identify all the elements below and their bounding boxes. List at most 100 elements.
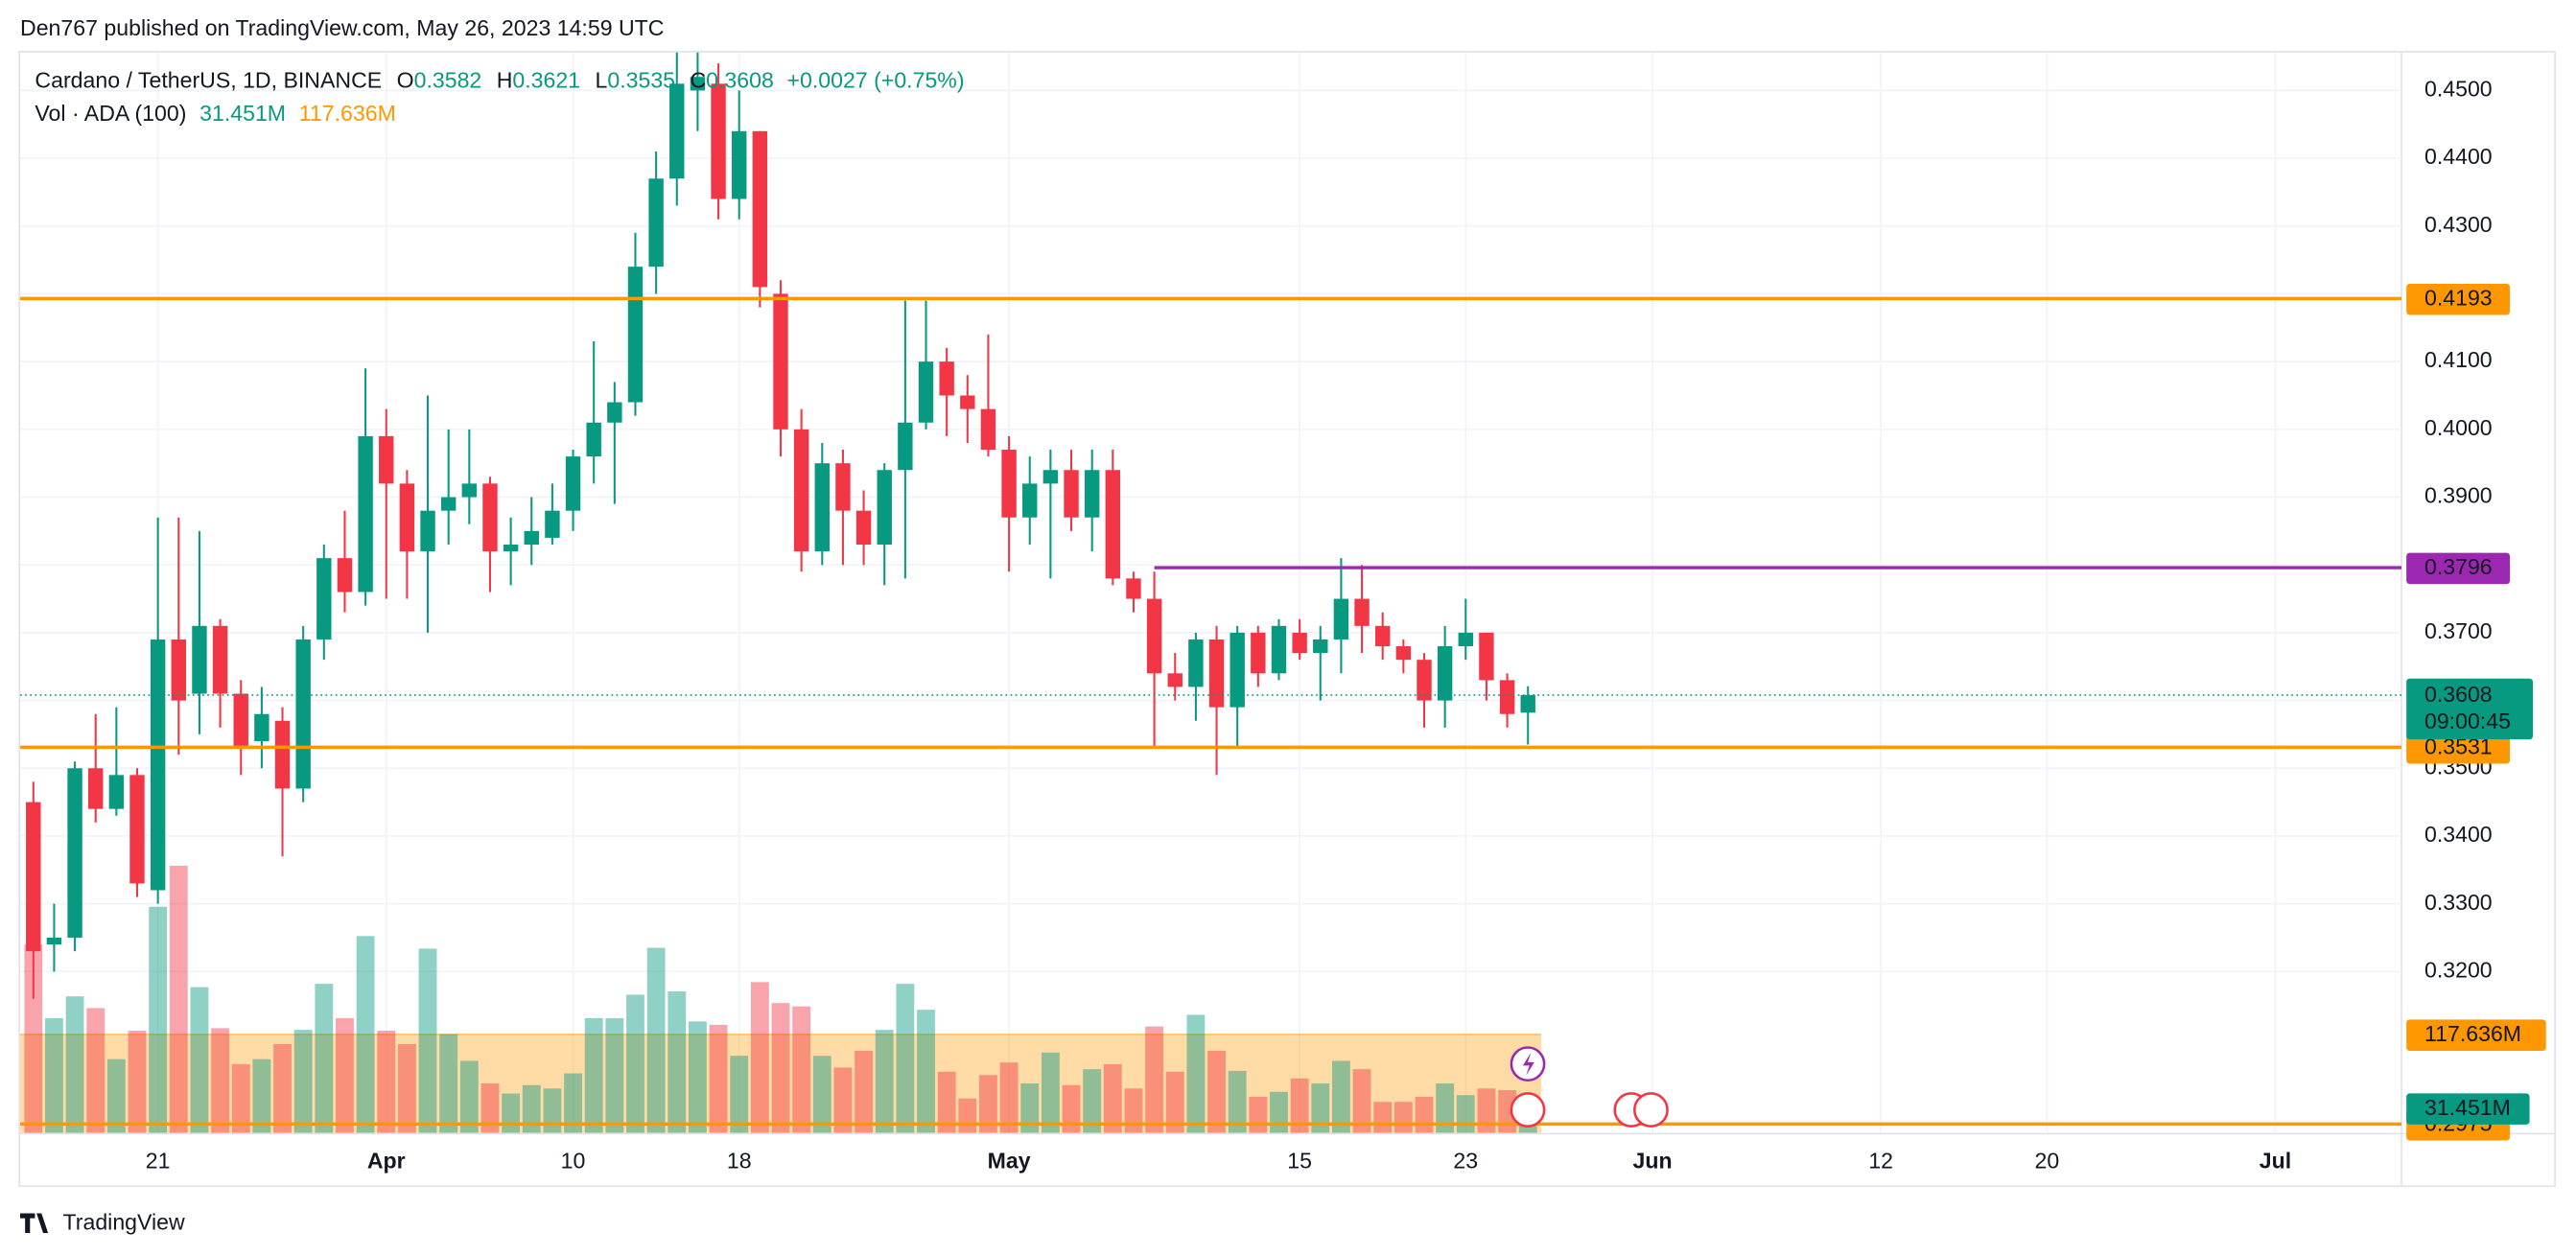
legend-key: C [690, 68, 706, 93]
volume-bar [646, 947, 666, 1133]
candle-body [1333, 598, 1349, 640]
x-tick-label: 12 [1868, 1149, 1893, 1174]
candle-body [1208, 639, 1225, 708]
x-tick-label: Jun [1633, 1149, 1673, 1174]
candle-body [129, 775, 145, 884]
candle-body [1499, 680, 1515, 714]
volume-bar [1041, 1052, 1060, 1133]
candle-body [440, 497, 457, 511]
volume-bar [771, 1003, 790, 1133]
volume-bar [1103, 1063, 1122, 1133]
volume-bar [1270, 1091, 1288, 1133]
x-tick-label: 20 [2034, 1149, 2059, 1174]
volume-bar [1145, 1026, 1164, 1133]
y-tick-label: 0.3900 [2424, 483, 2493, 508]
event-icon[interactable] [1633, 1092, 1669, 1128]
candle-body [1167, 673, 1183, 687]
candle-body [1126, 578, 1141, 599]
legend: Cardano / TetherUS, 1D, BINANCE O0.3582 H0… [35, 68, 964, 126]
x-tick-label: 10 [561, 1149, 586, 1174]
ma-tag: 117.636M [2424, 1021, 2521, 1046]
y-tick-label: 0.3400 [2424, 822, 2493, 847]
volume-bar [190, 987, 209, 1133]
volume-bar [875, 1030, 894, 1133]
logo-mark [20, 1213, 49, 1234]
candle-body [1229, 632, 1245, 708]
candle-body [565, 456, 581, 511]
candle-body [711, 83, 726, 199]
legend-key: O [397, 68, 414, 93]
volume-bar [730, 1056, 749, 1133]
candle-body [1022, 483, 1038, 518]
candle-body [627, 267, 644, 403]
event-icons [1510, 1046, 1669, 1128]
candle-body [46, 937, 62, 945]
volume-bar [418, 948, 437, 1133]
volume-bar [1165, 1071, 1184, 1133]
axes: 0.32000.33000.34000.35000.36000.37000.38… [146, 76, 2546, 1174]
candle-body [1105, 470, 1121, 579]
volume-bar [336, 1017, 354, 1133]
volume-bar [459, 1060, 479, 1133]
candle-body [918, 361, 934, 423]
volume-bar [1228, 1070, 1247, 1133]
legend-volume-title: Vol · ADA (100) [35, 101, 186, 126]
legend-value: 0.3608 [706, 68, 774, 93]
price-pane [20, 52, 2402, 1127]
volume-bar [522, 1084, 541, 1133]
candle-body [524, 530, 539, 545]
candle-body [855, 510, 872, 545]
x-tick-label: 23 [1453, 1149, 1478, 1174]
current-price-label: 0.3608 [2424, 682, 2493, 707]
x-tick-label: 15 [1287, 1149, 1312, 1174]
volume-bar [1062, 1084, 1081, 1133]
volume-bar [999, 1062, 1019, 1133]
legend-volume-value: 31.451M [199, 101, 286, 126]
candle-body [1146, 598, 1162, 674]
event-icon-glyph [1522, 1052, 1534, 1076]
candle-body [171, 639, 187, 701]
x-tick-label: Apr [367, 1149, 406, 1174]
volume-bar [605, 1017, 624, 1133]
candle-body [233, 693, 248, 749]
level-label: 0.4193 [2424, 285, 2493, 310]
x-tick-label: 21 [146, 1149, 171, 1174]
level-label-box [2406, 552, 2511, 585]
candle-body [1458, 632, 1473, 647]
volume-bar [979, 1075, 997, 1133]
candle-body [337, 558, 353, 593]
volume-bar [24, 944, 43, 1133]
volume-bar [667, 990, 687, 1133]
candle-body [358, 435, 373, 593]
candle-body [399, 483, 415, 552]
candle-body [108, 775, 125, 809]
volume-bar [1207, 1050, 1226, 1133]
candle-body [545, 510, 560, 538]
candle-body [669, 83, 685, 179]
legend-value: 0.3535 [607, 68, 675, 93]
y-tick-label: 0.3700 [2424, 618, 2493, 643]
logo: TradingView [20, 1210, 185, 1235]
event-icon[interactable] [1510, 1092, 1546, 1128]
x-tick-label: 18 [727, 1149, 752, 1174]
volume-bar [1393, 1102, 1413, 1133]
volume-bar [480, 1083, 500, 1133]
candle-body [88, 768, 104, 809]
volume-bar [439, 1034, 458, 1133]
candle-body [648, 178, 664, 267]
volume-bar [293, 1030, 313, 1133]
candle-body [420, 510, 435, 552]
volume-bar [273, 1043, 292, 1133]
volume-bar [169, 865, 188, 1133]
volume-bar [626, 994, 644, 1133]
level-label: 0.3796 [2424, 554, 2493, 579]
candle-body [1001, 450, 1017, 518]
candle-body [1313, 639, 1328, 654]
volume-bar [397, 1043, 416, 1133]
level-label-box [2406, 732, 2511, 764]
ma-tag-box [2406, 1019, 2546, 1051]
countdown-label: 09:00:45 [2424, 709, 2511, 733]
footer-brand: TradingView [63, 1210, 185, 1235]
candle-body [192, 625, 207, 694]
